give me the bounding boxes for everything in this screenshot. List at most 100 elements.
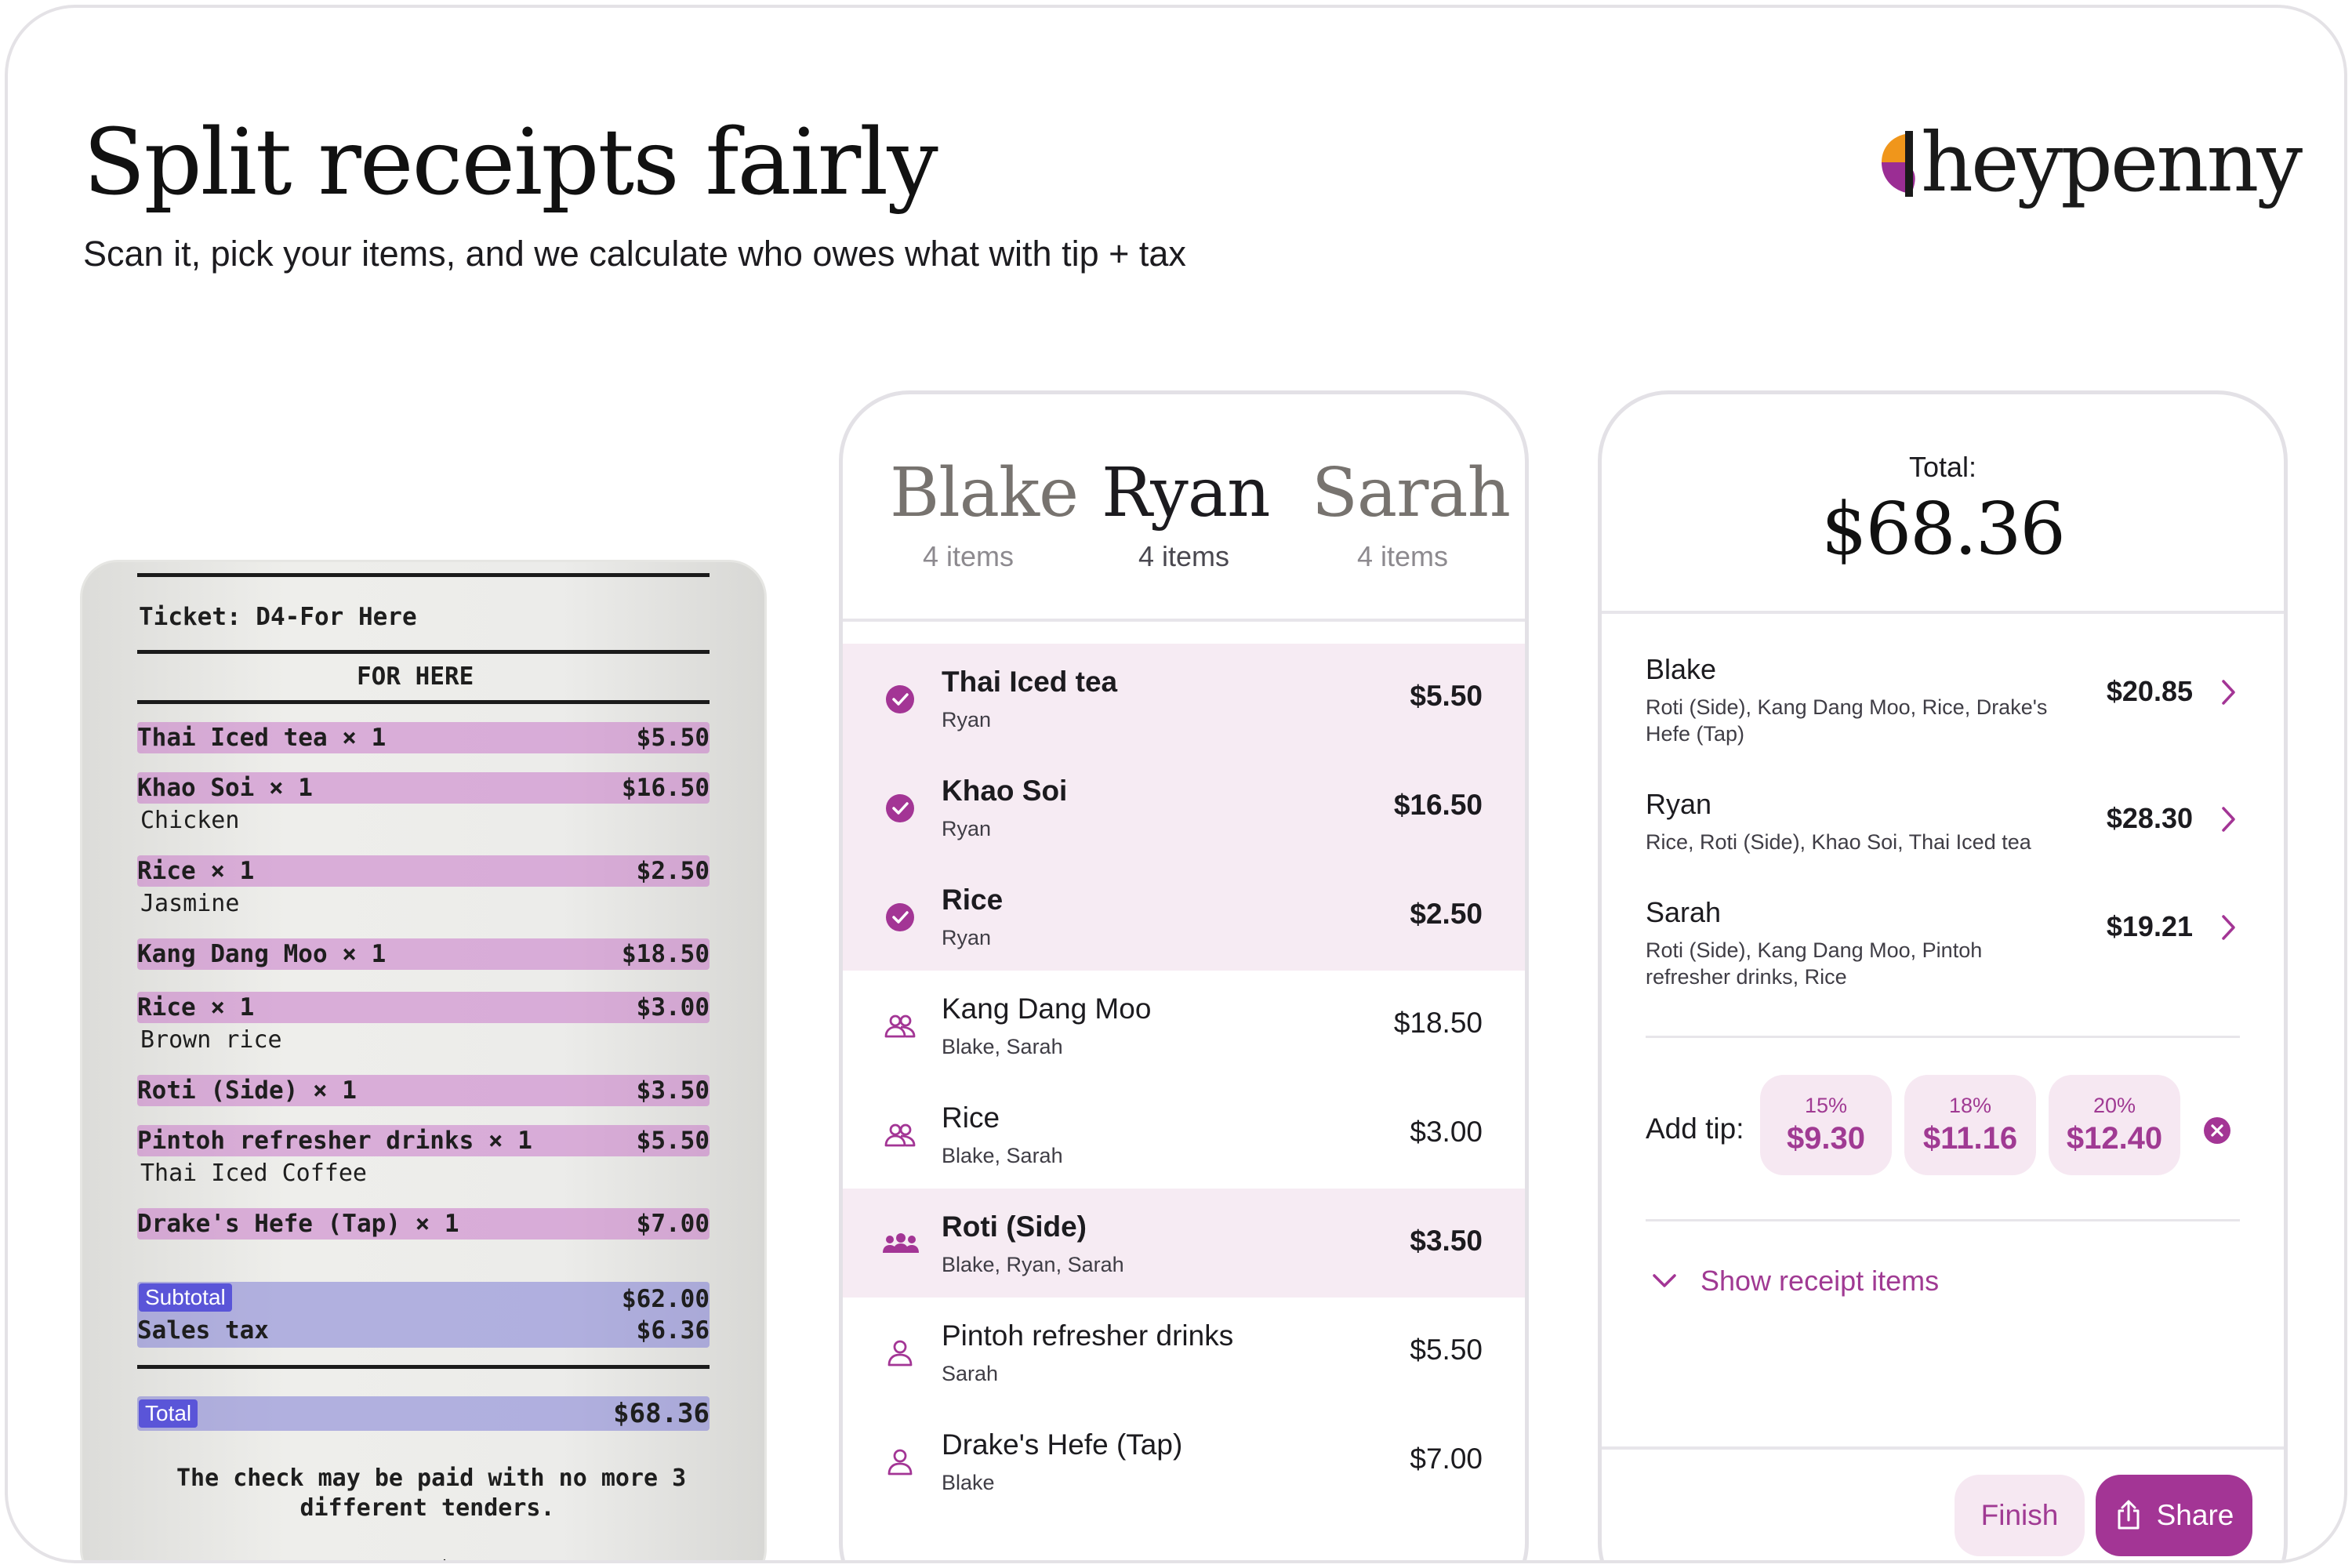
list-item[interactable]: Roti (Side) Blake, Ryan, Sarah $3.50: [843, 1189, 1525, 1298]
receipt-sales-tax: Sales tax $6.36: [137, 1316, 710, 1345]
list-item[interactable]: Rice Ryan $2.50: [843, 862, 1525, 971]
check-circle-icon: [886, 903, 914, 931]
receipt-line: Rice × 1 $2.50: [137, 857, 710, 885]
receipt-ticket: Ticket: D4-For Here: [139, 603, 417, 631]
item-price: $2.50: [1410, 898, 1483, 930]
receipt-for-here: FOR HERE: [357, 662, 474, 691]
receipt-note: Chicken: [140, 807, 240, 834]
receipt-highlight-total: [137, 1396, 710, 1431]
receipt-highlight: [137, 772, 710, 804]
subtotal-tag: Subtotal: [139, 1283, 232, 1312]
receipt-note: Thai Iced Coffee: [140, 1160, 367, 1187]
tip-option-20[interactable]: 20% $12.40: [2049, 1075, 2180, 1175]
receipt-rule: [137, 650, 710, 654]
tip-option-18[interactable]: 18% $11.16: [1904, 1075, 2036, 1175]
item-assignees: Sarah: [942, 1362, 999, 1385]
item-price: $7.00: [1410, 1443, 1483, 1475]
item-assignees: Blake, Ryan, Sarah: [942, 1253, 1124, 1276]
tip-label: Add tip:: [1646, 1112, 1744, 1145]
item-assignees: Blake, Sarah: [942, 1035, 1063, 1058]
item-assignees: Ryan: [942, 817, 992, 840]
two-people-icon: [884, 1123, 916, 1147]
tip-option-15[interactable]: 15% $9.30: [1760, 1075, 1892, 1175]
people-tabs: Blake 4 items Ryan 4 items Sarah 4 items: [843, 394, 1525, 622]
item-assignees: Ryan: [942, 926, 992, 949]
receipt-rule: [137, 573, 710, 577]
list-item[interactable]: Khao Soi Ryan $16.50: [843, 753, 1525, 862]
clear-tip-icon[interactable]: [2202, 1116, 2232, 1145]
owe-row-ryan[interactable]: Ryan Rice, Roti (Side), Khao Soi, Thai I…: [1646, 788, 2240, 855]
receipt-highlight: [137, 1208, 710, 1240]
receipt-note: Jasmine: [140, 890, 240, 917]
group-icon: [883, 1233, 919, 1253]
list-item[interactable]: Pintoh refresher drinks Sarah $5.50: [843, 1298, 1525, 1406]
brand-name: heypenny: [1921, 114, 2303, 210]
chevron-down-icon: [1653, 1274, 1676, 1287]
receipt-line: Kang Dang Moo × 1 $18.50: [137, 940, 710, 968]
receipt-subtotal: $62.00: [622, 1285, 710, 1313]
divider: [1646, 1219, 2240, 1221]
receipt-total: $68.36: [613, 1398, 710, 1429]
person-tab-blake[interactable]: Blake 4 items: [890, 454, 1079, 572]
check-circle-icon: [886, 794, 914, 822]
owe-row-sarah[interactable]: Sarah Roti (Side), Kang Dang Moo, Pintoh…: [1646, 896, 2240, 990]
item-name: Pintoh refresher drinks: [942, 1319, 1234, 1352]
receipt-rule: [137, 700, 710, 704]
divider: [1602, 611, 2284, 614]
divider: [1602, 1446, 2284, 1450]
chevron-right-icon: [2222, 680, 2235, 705]
item-name: Kang Dang Moo: [942, 993, 1152, 1025]
list-item[interactable]: Thai Iced tea Ryan $5.50: [843, 644, 1525, 753]
receipt-highlight-subtotal: [137, 1282, 710, 1348]
item-assignees: Blake, Sarah: [942, 1144, 1063, 1167]
receipt-note: Brown rice: [140, 1026, 282, 1054]
receipt-footer: The check may be paid with no more 3 dif…: [176, 1465, 687, 1522]
person-icon: [887, 1449, 913, 1475]
penny-logo-icon: [1882, 131, 1915, 197]
item-list: Thai Iced tea Ryan $5.50 Khao Soi Ryan $…: [843, 644, 1525, 1515]
list-item[interactable]: Kang Dang Moo Blake, Sarah $18.50: [843, 971, 1525, 1080]
screen-frame: Split receipts fairly Scan it, pick your…: [5, 5, 2347, 1563]
summary-card: Total: $68.36 Blake Roti (Side), Kang Da…: [1598, 390, 2288, 1560]
receipt-line: Drake's Hefe (Tap) × 1 $7.00: [137, 1210, 710, 1238]
item-name: Rice: [942, 1102, 1000, 1134]
person-tab-sarah[interactable]: Sarah 4 items: [1312, 454, 1511, 572]
finish-button[interactable]: Finish: [1955, 1475, 2085, 1556]
item-price: $3.00: [1410, 1116, 1483, 1148]
receipt-line: Khao Soi × 1 $16.50: [137, 774, 710, 802]
person-tab-ryan[interactable]: Ryan 4 items: [1102, 454, 1271, 572]
show-receipt-items-toggle[interactable]: Show receipt items: [1650, 1265, 1939, 1298]
brand-logo: heypenny: [1874, 111, 2303, 213]
item-name: Rice: [942, 884, 1004, 916]
receipt-highlight: [137, 938, 710, 970]
item-name: Drake's Hefe (Tap): [942, 1428, 1183, 1461]
receipt-line: Thai Iced tea × 1 $5.50: [137, 724, 710, 752]
item-price: $18.50: [1393, 1007, 1483, 1039]
receipt-footer-cut: ขอบคุณค่ะ: [349, 1552, 460, 1560]
chevron-right-icon: [2222, 807, 2235, 832]
list-item[interactable]: Rice Blake, Sarah $3.00: [843, 1080, 1525, 1189]
chevron-right-icon: [2222, 915, 2235, 940]
owe-row-blake[interactable]: Blake Roti (Side), Kang Dang Moo, Rice, …: [1646, 653, 2240, 747]
receipt-highlight: [137, 992, 710, 1023]
item-assignees: Ryan: [942, 708, 992, 731]
two-people-icon: [884, 1014, 916, 1038]
person-icon: [887, 1340, 913, 1367]
list-item[interactable]: Drake's Hefe (Tap) Blake $7.00: [843, 1406, 1525, 1515]
item-price: $16.50: [1393, 789, 1483, 821]
share-button[interactable]: Share: [2096, 1475, 2252, 1556]
page-subtitle: Scan it, pick your items, and we calcula…: [83, 234, 1186, 274]
item-price: $5.50: [1410, 1334, 1483, 1366]
item-name: Khao Soi: [942, 775, 1068, 807]
item-price: $5.50: [1410, 680, 1483, 712]
total-label: Total:: [1908, 451, 1977, 483]
receipt-line: Roti (Side) × 1 $3.50: [137, 1076, 710, 1105]
total-value: $68.36: [1821, 487, 2066, 571]
receipt-highlight: [137, 1075, 710, 1106]
divider: [1646, 1036, 2240, 1038]
item-name: Roti (Side): [942, 1210, 1087, 1243]
check-circle-icon: [886, 685, 914, 713]
page-title: Split receipts fairly: [83, 110, 938, 216]
receipt-highlight: [137, 1125, 710, 1156]
receipt-photo: Ticket: D4-For Here FOR HERE Thai Iced t…: [80, 560, 767, 1560]
